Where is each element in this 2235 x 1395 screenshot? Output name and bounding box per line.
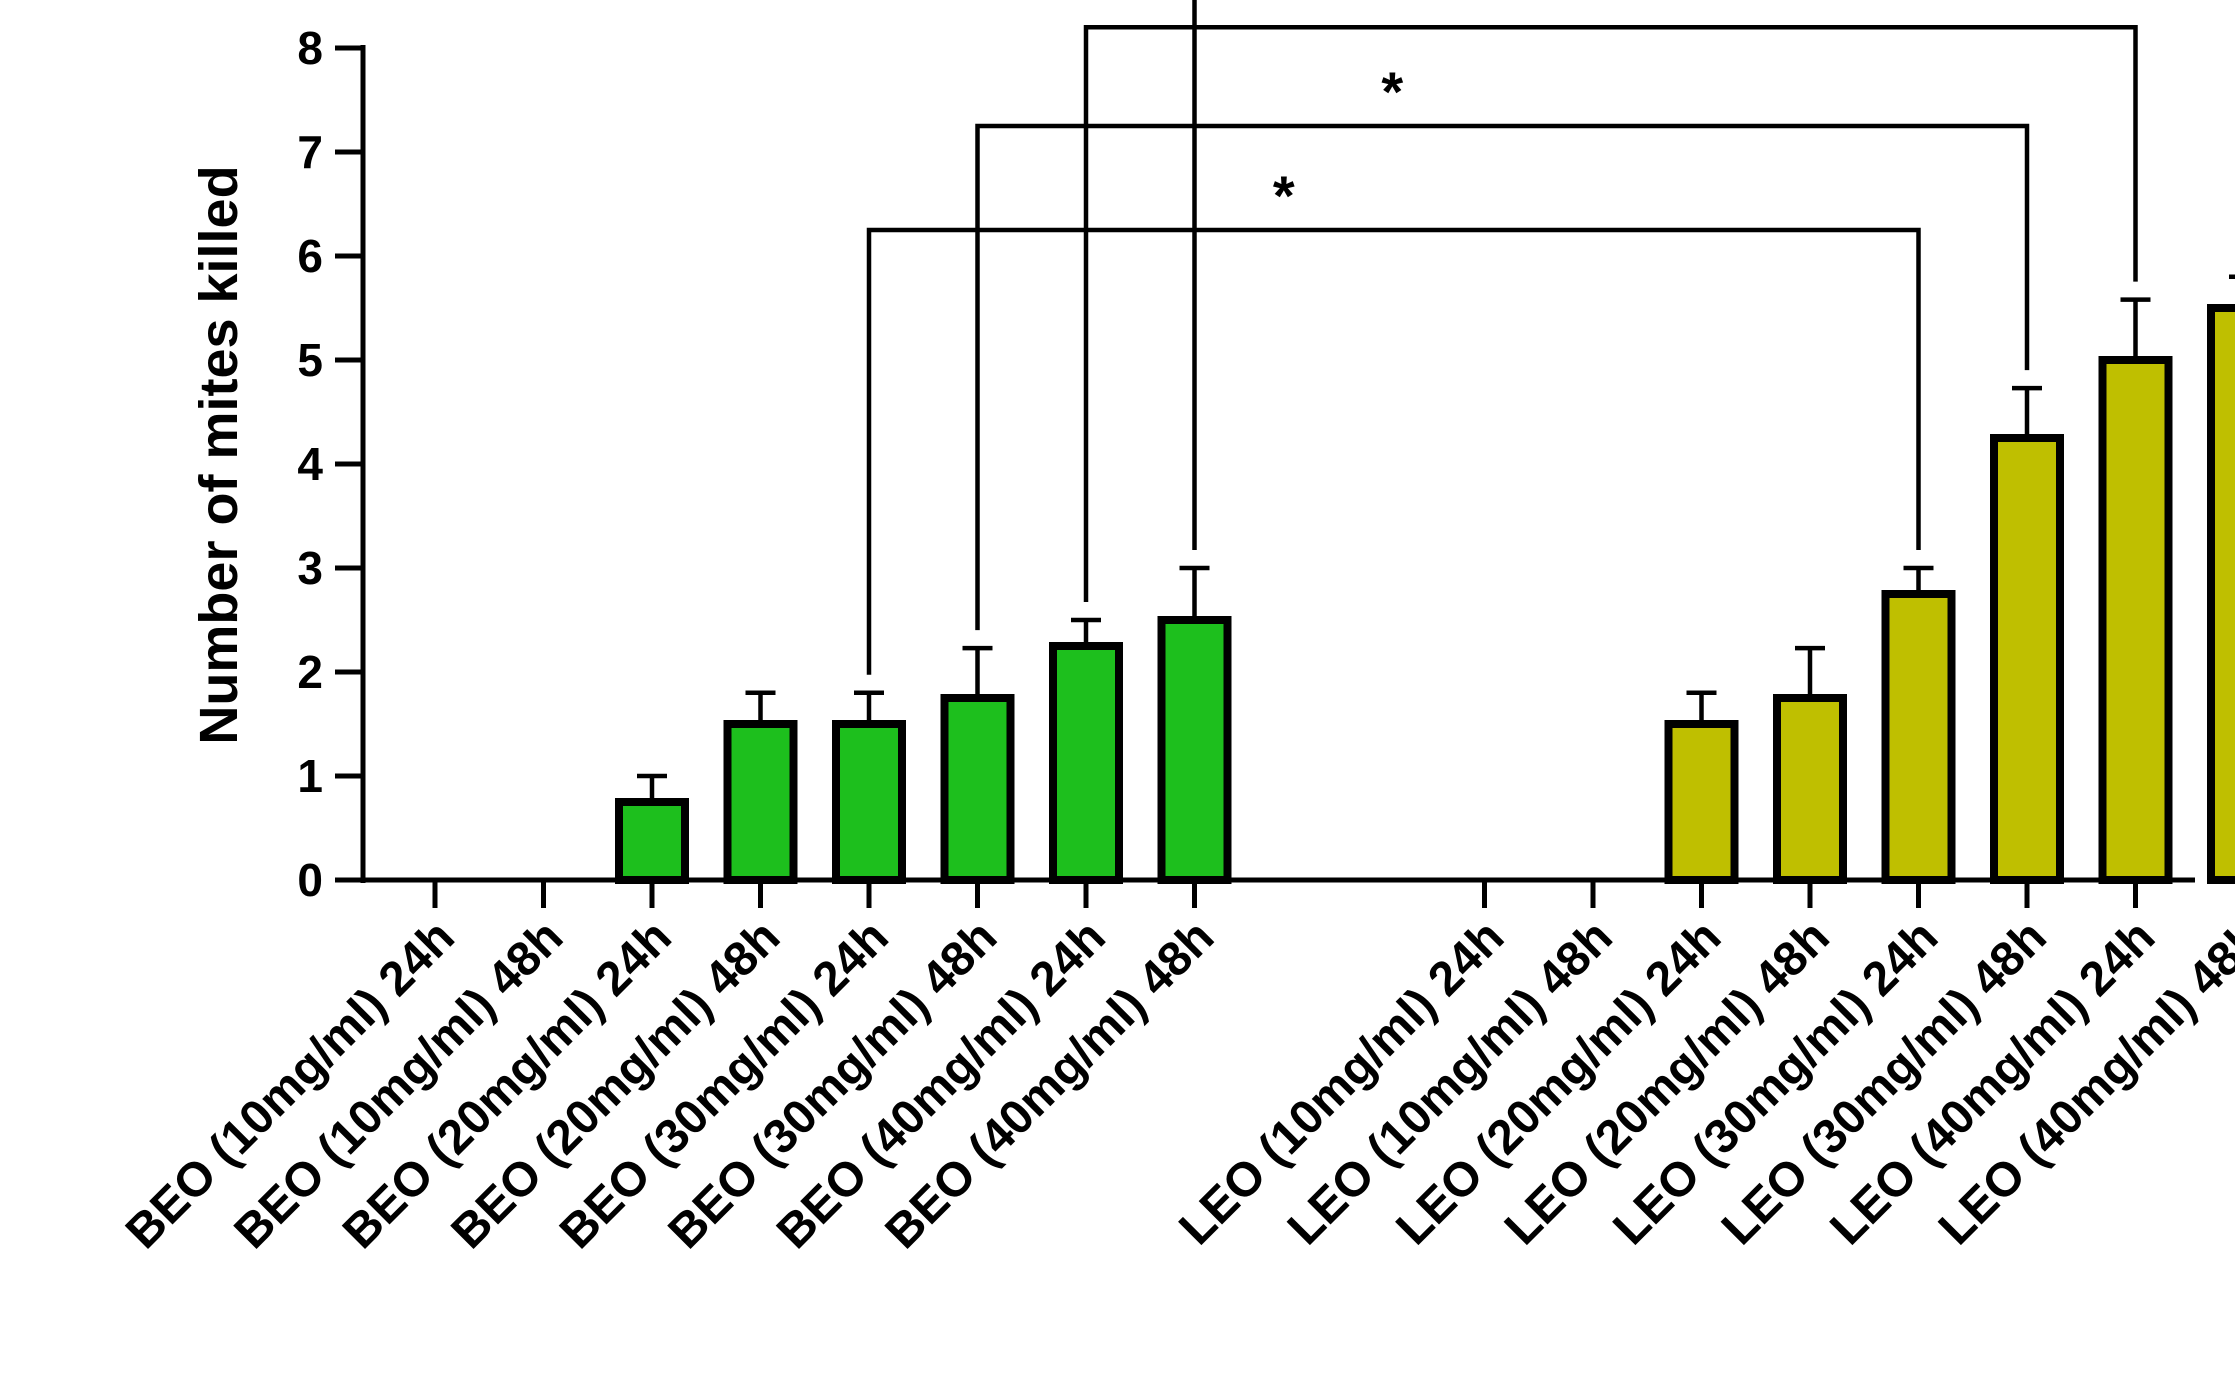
y-tick-label: 6 bbox=[297, 230, 323, 282]
bar bbox=[832, 720, 906, 884]
bar bbox=[2207, 304, 2235, 884]
bracket-line bbox=[1083, 24, 2138, 602]
bracket-line bbox=[1192, 0, 1197, 550]
y-tick-label: 2 bbox=[297, 646, 323, 698]
significance-bracket: * bbox=[866, 164, 1921, 675]
bar-group bbox=[1990, 385, 2064, 884]
significance-brackets: * * * * bbox=[866, 0, 2138, 675]
bar-group bbox=[1664, 690, 1739, 884]
significance-star: * bbox=[1381, 60, 1403, 123]
y-axis-title: Number of mites killed bbox=[189, 165, 249, 744]
y-axis: 0 1 2 3 4 5 6 7 8 bbox=[297, 22, 366, 906]
bar-group bbox=[832, 690, 906, 884]
bar bbox=[1157, 616, 1232, 884]
bracket-line bbox=[975, 123, 2030, 631]
significance-bracket: * bbox=[1083, 0, 2138, 602]
bar-group bbox=[940, 645, 1015, 884]
bar bbox=[1664, 720, 1739, 884]
y-tick-label: 3 bbox=[297, 542, 323, 594]
bar-group bbox=[2098, 297, 2173, 884]
y-tick-label: 5 bbox=[297, 334, 323, 386]
bracket-line bbox=[866, 227, 1921, 675]
y-tick-label: 1 bbox=[297, 750, 323, 802]
bar-group bbox=[1773, 645, 1847, 884]
significance-star: * bbox=[1490, 0, 1512, 24]
bars bbox=[615, 274, 2235, 884]
bar-group bbox=[615, 773, 689, 884]
bar bbox=[2098, 356, 2173, 884]
bar bbox=[1881, 590, 1956, 884]
bar bbox=[1773, 694, 1847, 884]
significance-bracket: * bbox=[1192, 0, 1197, 550]
bar-group bbox=[1881, 565, 1956, 884]
bar-group bbox=[2207, 274, 2235, 884]
bar-group bbox=[1049, 617, 1123, 884]
bar bbox=[615, 798, 689, 884]
significance-bracket: * bbox=[975, 60, 2030, 631]
y-tick-label: 8 bbox=[297, 22, 323, 74]
significance-star: * bbox=[1273, 164, 1295, 227]
y-tick-label: 7 bbox=[297, 126, 323, 178]
bar-group bbox=[723, 690, 798, 884]
bar bbox=[940, 694, 1015, 884]
bar bbox=[1049, 642, 1123, 884]
bar bbox=[1990, 434, 2064, 884]
bar-group bbox=[1157, 565, 1232, 884]
y-tick-label: 4 bbox=[297, 438, 323, 490]
bar bbox=[723, 720, 798, 884]
y-tick-label: 0 bbox=[297, 854, 323, 906]
